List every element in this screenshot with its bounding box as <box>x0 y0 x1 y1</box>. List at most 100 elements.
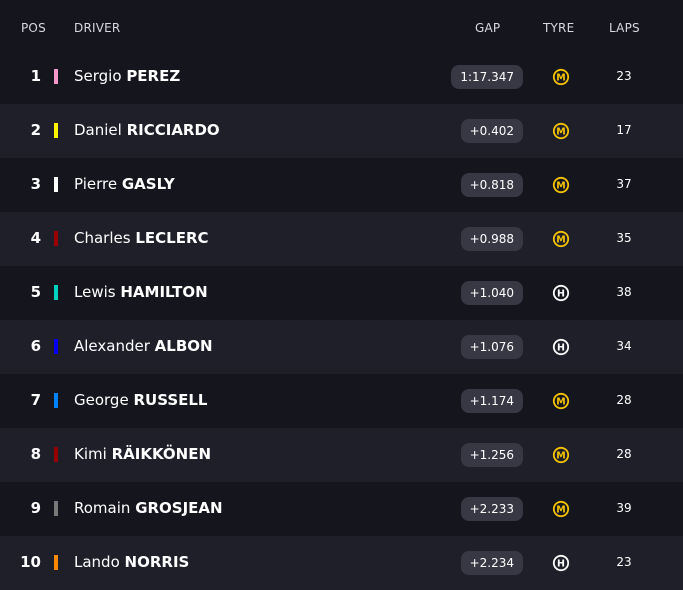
team-color-bar <box>54 69 58 84</box>
svg-text:H: H <box>557 289 565 300</box>
driver-last-name: LECLERC <box>135 229 209 247</box>
medium-tyre-icon: M <box>552 68 570 86</box>
driver-last-name: RUSSELL <box>133 391 208 409</box>
position: 2 <box>30 121 41 139</box>
header-gap: GAP <box>475 21 501 35</box>
team-color-bar <box>54 285 58 300</box>
driver-name: Kimi RÄIKKÖNEN <box>74 445 211 463</box>
gap-badge: +1.040 <box>460 281 523 305</box>
driver-name: Alexander ALBON <box>74 337 213 355</box>
gap-badge: +0.818 <box>460 173 523 197</box>
medium-tyre-icon: M <box>552 176 570 194</box>
driver-name: Charles LECLERC <box>74 229 209 247</box>
table-row[interactable]: 8 Kimi RÄIKKÖNEN +1.256 M 28 <box>0 428 683 482</box>
laps-count: 28 <box>616 447 632 461</box>
driver-last-name: PEREZ <box>126 67 181 85</box>
table-header: POS DRIVER GAP TYRE LAPS <box>0 0 683 54</box>
team-color-bar <box>54 447 58 462</box>
laps-count: 28 <box>616 393 632 407</box>
driver-first-name: Alexander <box>74 337 150 355</box>
laps-count: 39 <box>616 501 632 515</box>
svg-text:M: M <box>556 181 565 192</box>
gap-badge: +1.076 <box>460 335 523 359</box>
driver-last-name: NORRIS <box>124 553 190 571</box>
driver-name: Sergio PEREZ <box>74 67 180 85</box>
position: 10 <box>20 553 41 571</box>
gap-badge: +2.233 <box>460 497 523 521</box>
hard-tyre-icon: H <box>552 554 570 572</box>
driver-name: George RUSSELL <box>74 391 208 409</box>
header-driver: DRIVER <box>74 21 121 35</box>
team-color-bar <box>54 123 58 138</box>
driver-first-name: Charles <box>74 229 131 247</box>
driver-last-name: ALBON <box>154 337 213 355</box>
gap-badge: +2.234 <box>460 551 523 575</box>
svg-text:H: H <box>557 559 565 570</box>
driver-last-name: GASLY <box>121 175 175 193</box>
svg-text:M: M <box>556 451 565 462</box>
laps-count: 34 <box>616 339 632 353</box>
position: 3 <box>30 175 41 193</box>
table-row[interactable]: 1 Sergio PEREZ 1:17.347 M 23 <box>0 50 683 104</box>
medium-tyre-icon: M <box>552 230 570 248</box>
medium-tyre-icon: M <box>552 446 570 464</box>
position: 1 <box>30 67 41 85</box>
laps-count: 23 <box>616 69 632 83</box>
table-row[interactable]: 5 Lewis HAMILTON +1.040 H 38 <box>0 266 683 320</box>
driver-name: Romain GROSJEAN <box>74 499 223 517</box>
gap-badge: +0.988 <box>460 227 523 251</box>
driver-name: Pierre GASLY <box>74 175 175 193</box>
team-color-bar <box>54 501 58 516</box>
laps-count: 35 <box>616 231 632 245</box>
team-color-bar <box>54 555 58 570</box>
laps-count: 17 <box>616 123 632 137</box>
table-row[interactable]: 7 George RUSSELL +1.174 M 28 <box>0 374 683 428</box>
driver-name: Lando NORRIS <box>74 553 189 571</box>
position: 4 <box>30 229 41 247</box>
table-row[interactable]: 4 Charles LECLERC +0.988 M 35 <box>0 212 683 266</box>
driver-last-name: GROSJEAN <box>135 499 223 517</box>
table-row[interactable]: 6 Alexander ALBON +1.076 H 34 <box>0 320 683 374</box>
driver-first-name: George <box>74 391 129 409</box>
driver-first-name: Pierre <box>74 175 118 193</box>
driver-last-name: RÄIKKÖNEN <box>111 445 211 463</box>
laps-count: 37 <box>616 177 632 191</box>
team-color-bar <box>54 339 58 354</box>
table-row[interactable]: 10 Lando NORRIS +2.234 H 23 <box>0 536 683 590</box>
svg-text:M: M <box>556 397 565 408</box>
position: 8 <box>30 445 41 463</box>
driver-first-name: Romain <box>74 499 131 517</box>
driver-first-name: Lando <box>74 553 120 571</box>
header-tyre: TYRE <box>543 21 575 35</box>
driver-name: Lewis HAMILTON <box>74 283 208 301</box>
laps-count: 23 <box>616 555 632 569</box>
table-row[interactable]: 2 Daniel RICCIARDO +0.402 M 17 <box>0 104 683 158</box>
gap-badge: +0.402 <box>460 119 523 143</box>
hard-tyre-icon: H <box>552 284 570 302</box>
position: 9 <box>30 499 41 517</box>
gap-badge: 1:17.347 <box>451 65 523 89</box>
team-color-bar <box>54 393 58 408</box>
medium-tyre-icon: M <box>552 392 570 410</box>
laps-count: 38 <box>616 285 632 299</box>
driver-last-name: HAMILTON <box>120 283 208 301</box>
results-list: 1 Sergio PEREZ 1:17.347 M 23 2 Daniel RI… <box>0 50 683 590</box>
driver-first-name: Sergio <box>74 67 122 85</box>
table-row[interactable]: 3 Pierre GASLY +0.818 M 37 <box>0 158 683 212</box>
svg-text:M: M <box>556 127 565 138</box>
team-color-bar <box>54 177 58 192</box>
medium-tyre-icon: M <box>552 500 570 518</box>
driver-name: Daniel RICCIARDO <box>74 121 220 139</box>
driver-first-name: Kimi <box>74 445 107 463</box>
svg-text:M: M <box>556 73 565 84</box>
svg-text:M: M <box>556 235 565 246</box>
header-pos: POS <box>21 21 46 35</box>
driver-first-name: Daniel <box>74 121 122 139</box>
gap-badge: +1.174 <box>460 389 523 413</box>
hard-tyre-icon: H <box>552 338 570 356</box>
position: 7 <box>30 391 41 409</box>
driver-first-name: Lewis <box>74 283 116 301</box>
position: 5 <box>30 283 41 301</box>
table-row[interactable]: 9 Romain GROSJEAN +2.233 M 39 <box>0 482 683 536</box>
